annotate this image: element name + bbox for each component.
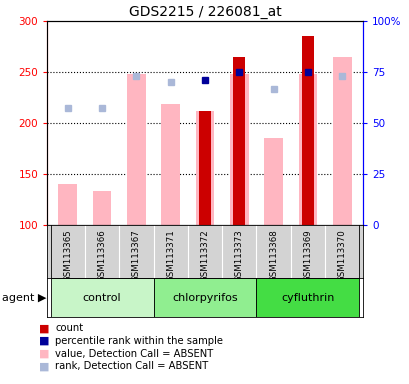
Text: percentile rank within the sample: percentile rank within the sample [55, 336, 223, 346]
Text: GSM113368: GSM113368 [268, 229, 277, 282]
Bar [301, 36, 313, 225]
Text: GSM113367: GSM113367 [132, 229, 141, 282]
Text: control: control [83, 293, 121, 303]
Bar [332, 57, 351, 225]
Text: GSM113366: GSM113366 [97, 229, 106, 282]
Bar [92, 191, 111, 225]
Bar [195, 111, 214, 225]
Text: chlorpyrifos: chlorpyrifos [172, 293, 237, 303]
Text: count: count [55, 323, 83, 333]
Text: GSM113365: GSM113365 [63, 229, 72, 282]
Bar [263, 138, 282, 225]
Text: GSM113369: GSM113369 [303, 229, 312, 281]
Text: rank, Detection Call = ABSENT: rank, Detection Call = ABSENT [55, 361, 208, 371]
Text: GSM113373: GSM113373 [234, 229, 243, 282]
Bar [298, 74, 317, 225]
Text: cyfluthrin: cyfluthrin [281, 293, 334, 303]
Text: GSM113371: GSM113371 [166, 229, 175, 282]
Bar [229, 74, 248, 225]
Bar [233, 57, 245, 225]
Text: ■: ■ [39, 349, 49, 359]
Text: ■: ■ [39, 361, 49, 371]
Bar [198, 111, 211, 225]
Text: ■: ■ [39, 336, 49, 346]
Text: GSM113370: GSM113370 [337, 229, 346, 282]
Text: GSM113372: GSM113372 [200, 229, 209, 282]
Bar [50, 278, 153, 317]
Text: ■: ■ [39, 323, 49, 333]
Bar [153, 278, 256, 317]
Bar [161, 104, 180, 225]
Text: value, Detection Call = ABSENT: value, Detection Call = ABSENT [55, 349, 213, 359]
Bar [58, 184, 77, 225]
Text: agent ▶: agent ▶ [2, 293, 46, 303]
Bar [256, 278, 359, 317]
Bar [127, 74, 146, 225]
Title: GDS2215 / 226081_at: GDS2215 / 226081_at [128, 5, 281, 19]
